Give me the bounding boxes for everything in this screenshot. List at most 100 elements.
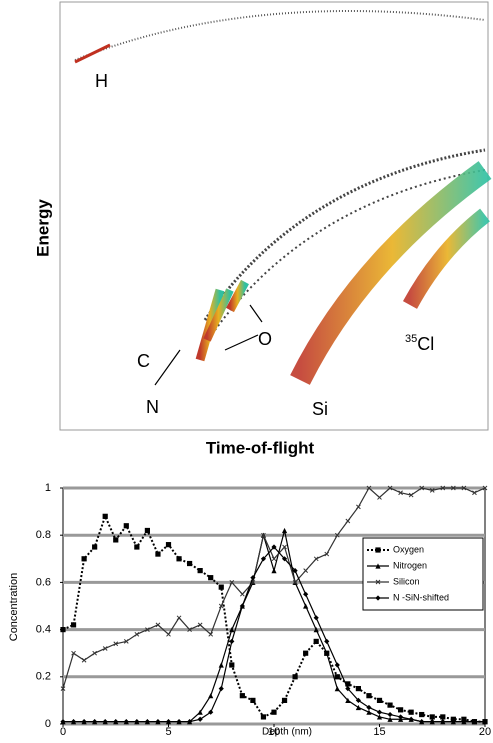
marker bbox=[419, 719, 425, 725]
marker bbox=[387, 485, 393, 491]
marker bbox=[81, 657, 87, 663]
marker bbox=[70, 622, 77, 628]
marker bbox=[260, 714, 267, 720]
band bbox=[203, 148, 486, 321]
marker bbox=[134, 631, 140, 637]
marker bbox=[366, 704, 372, 711]
marker bbox=[239, 591, 245, 597]
marker bbox=[292, 568, 298, 574]
y-tick-label: 0.8 bbox=[36, 529, 51, 541]
marker bbox=[303, 568, 309, 573]
marker bbox=[398, 490, 403, 496]
annotation: H bbox=[95, 71, 108, 91]
marker bbox=[60, 719, 66, 725]
oxygen-blob bbox=[226, 279, 249, 313]
marker bbox=[334, 686, 340, 692]
marker bbox=[208, 693, 214, 699]
marker bbox=[313, 556, 319, 562]
marker bbox=[197, 568, 203, 574]
legend-label: Nitrogen bbox=[393, 560, 427, 570]
marker bbox=[260, 556, 267, 562]
marker bbox=[208, 709, 214, 715]
marker bbox=[482, 719, 488, 725]
marker bbox=[271, 709, 277, 715]
y-tick-label: 0.4 bbox=[36, 624, 51, 636]
marker bbox=[113, 537, 119, 543]
marker bbox=[376, 709, 383, 715]
silicon-blob bbox=[290, 161, 492, 385]
marker bbox=[70, 719, 77, 725]
x-tick-label: 0 bbox=[60, 726, 66, 738]
marker bbox=[281, 556, 288, 562]
annotation: O bbox=[258, 329, 272, 349]
marker bbox=[345, 518, 351, 524]
marker bbox=[377, 495, 382, 500]
marker bbox=[429, 488, 435, 493]
marker bbox=[60, 686, 66, 691]
marker bbox=[134, 544, 140, 550]
annotation: 35Cl bbox=[405, 333, 434, 354]
marker bbox=[450, 485, 456, 491]
marker bbox=[197, 709, 203, 715]
marker bbox=[271, 544, 277, 550]
marker bbox=[229, 638, 235, 644]
hydrogen-peak bbox=[74, 43, 111, 64]
legend-marker bbox=[375, 547, 381, 553]
legend-label: Oxygen bbox=[393, 544, 424, 554]
marker bbox=[176, 615, 182, 621]
marker bbox=[271, 556, 277, 562]
marker bbox=[123, 523, 129, 529]
marker bbox=[218, 662, 224, 668]
marker bbox=[208, 631, 214, 637]
marker bbox=[440, 485, 446, 491]
marker bbox=[250, 575, 256, 581]
marker bbox=[123, 719, 129, 725]
carbon-blob bbox=[203, 288, 234, 342]
marker bbox=[461, 719, 467, 725]
marker bbox=[366, 485, 372, 491]
marker bbox=[166, 631, 171, 637]
marker bbox=[218, 686, 224, 692]
marker bbox=[345, 686, 351, 692]
marker bbox=[92, 544, 98, 550]
legend-marker bbox=[375, 579, 381, 585]
marker bbox=[366, 693, 372, 699]
marker bbox=[81, 556, 87, 562]
marker bbox=[281, 697, 288, 703]
marker bbox=[429, 719, 435, 725]
legend-marker bbox=[375, 563, 381, 569]
marker bbox=[187, 560, 193, 567]
marker bbox=[165, 719, 172, 725]
marker bbox=[345, 681, 351, 687]
marker bbox=[355, 697, 361, 703]
marker bbox=[229, 662, 235, 668]
marker bbox=[187, 627, 192, 632]
pointer-lines bbox=[154, 304, 263, 386]
marker bbox=[313, 627, 319, 633]
y-axis-label: Energy bbox=[33, 199, 52, 257]
marker bbox=[408, 709, 414, 715]
marker bbox=[176, 719, 182, 725]
marker bbox=[92, 650, 98, 656]
marker bbox=[345, 697, 351, 703]
marker bbox=[92, 719, 98, 725]
marker bbox=[102, 719, 108, 725]
hydrogen-band bbox=[74, 10, 486, 61]
marker bbox=[324, 551, 330, 557]
marker bbox=[376, 714, 383, 720]
marker bbox=[187, 719, 193, 725]
marker bbox=[197, 622, 203, 628]
legend-marker bbox=[375, 595, 381, 601]
marker bbox=[303, 591, 309, 597]
marker bbox=[123, 639, 129, 644]
marker bbox=[60, 627, 66, 633]
marker bbox=[71, 650, 76, 656]
annotation: N bbox=[146, 397, 159, 417]
marker bbox=[398, 707, 404, 713]
marker bbox=[229, 580, 235, 585]
y-tick-label: 0.6 bbox=[36, 576, 51, 588]
marker bbox=[165, 542, 172, 548]
x-axis-label: Depth (nm) bbox=[262, 727, 312, 738]
x-tick-label: 10 bbox=[268, 726, 280, 738]
